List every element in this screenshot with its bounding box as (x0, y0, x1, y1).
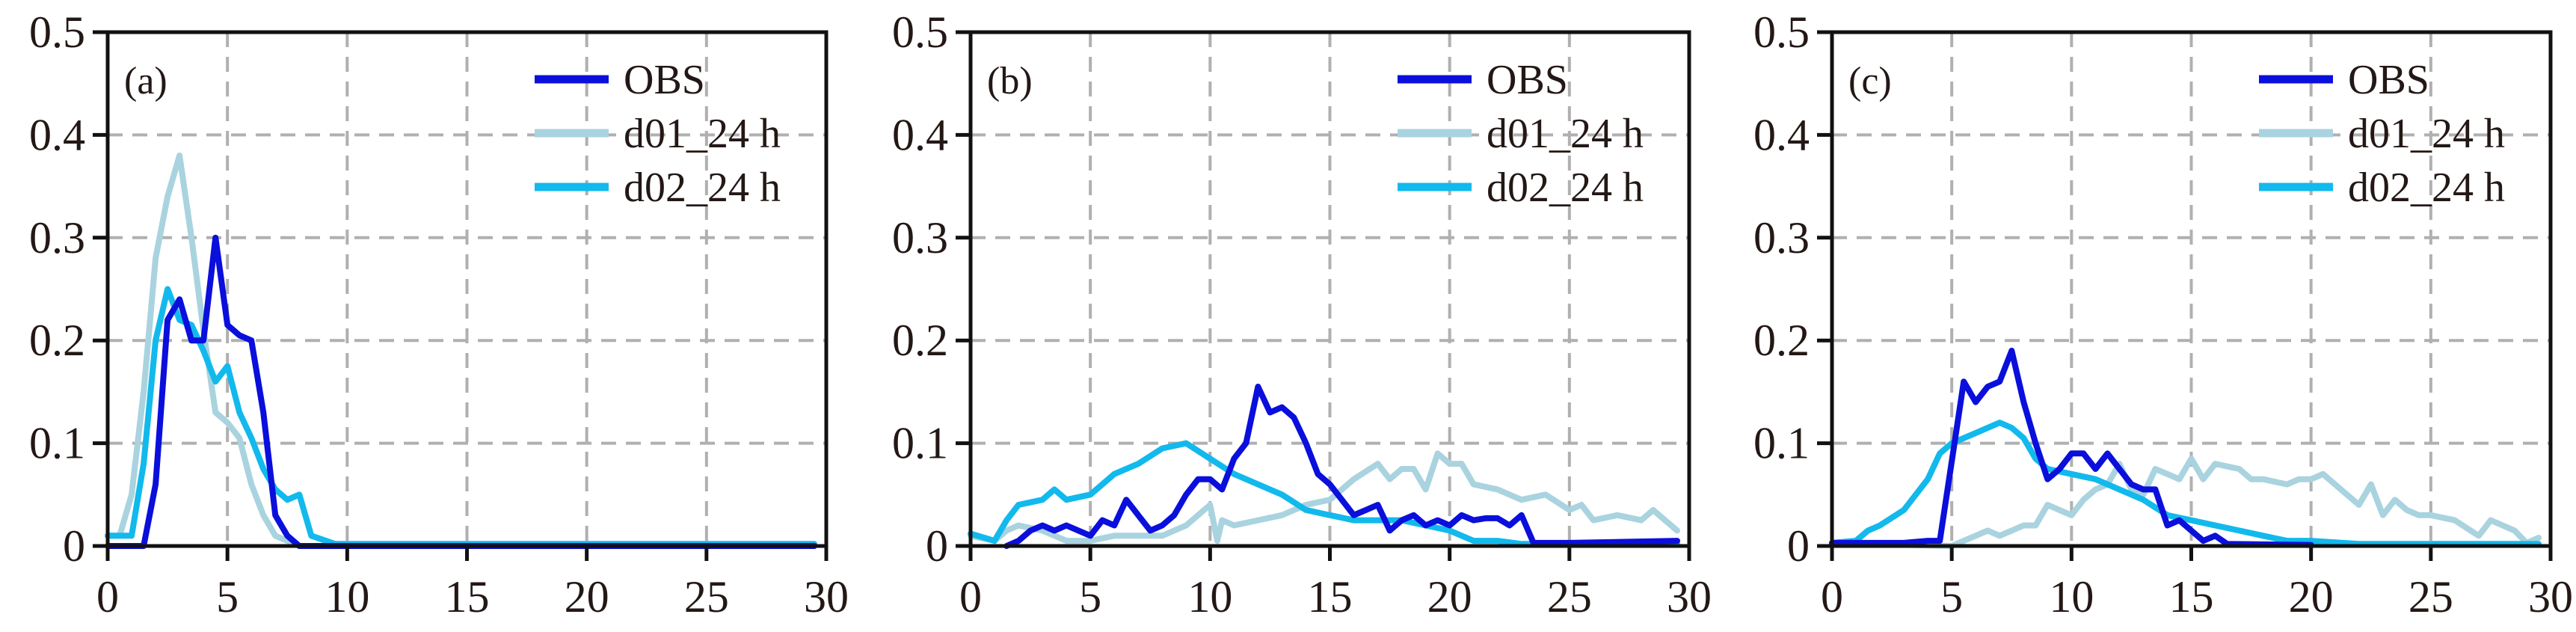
y-tick-label: 0.3 (29, 213, 85, 263)
y-tick-label: 0.1 (892, 419, 948, 468)
series-line-d02-24-h (105, 286, 817, 547)
x-tick-label: 15 (445, 572, 490, 622)
legend: OBS d01_24 h d02_24 h (1398, 57, 1644, 211)
x-tick-label: 0 (959, 572, 982, 622)
legend-label: d01_24 h (624, 111, 781, 157)
legend-label: d02_24 h (1487, 165, 1644, 211)
series-line-d01-24-h (1829, 455, 2542, 549)
y-tick-label: 0.2 (1753, 316, 1810, 365)
series-line-d01-24-h (105, 152, 817, 549)
series-line-obs (1829, 347, 2314, 548)
panel-a: 0 5 10 15 20 25 30 0 0.1 0.2 0.3 0.4 0.5 (a) OBS d01_24… (29, 7, 849, 622)
panel-label: (c) (1848, 60, 1892, 102)
legend-label: OBS (624, 57, 705, 103)
y-tick-label: 0.2 (892, 316, 948, 365)
x-tick-label: 15 (1308, 572, 1353, 622)
y-tick-label: 0.3 (892, 213, 948, 263)
x-tick-label: 30 (1667, 572, 1712, 622)
legend: OBS d01_24 h d02_24 h (535, 57, 781, 211)
x-tick-label: 20 (565, 572, 609, 622)
y-tick-label: 0.5 (1753, 7, 1810, 57)
y-tick-label: 0.1 (1753, 419, 1810, 468)
legend-label: d02_24 h (624, 165, 781, 211)
x-tick-label: 10 (325, 572, 369, 622)
y-tick-label: 0 (63, 521, 85, 571)
y-tick-label: 0.4 (29, 110, 85, 159)
x-tick-label: 25 (2409, 572, 2453, 622)
y-tick-label: 0.3 (1753, 213, 1810, 263)
legend-label: OBS (2348, 57, 2429, 103)
x-tick-label: 0 (96, 572, 119, 622)
panel-label: (b) (987, 60, 1033, 102)
y-tick-label: 0.4 (892, 110, 948, 159)
x-tick-label: 30 (2528, 572, 2573, 622)
y-tick-label: 0.5 (29, 7, 85, 57)
x-tick-label: 30 (804, 572, 849, 622)
y-tick-label: 0.1 (29, 419, 85, 468)
x-tick-label: 20 (2289, 572, 2334, 622)
panel-b: 0 5 10 15 20 25 30 0 0.1 0.2 0.3 0.4 0.5 (b) OBS d01_24… (892, 7, 1712, 622)
x-tick-label: 25 (684, 572, 729, 622)
series-line-d01-24-h (968, 450, 1680, 544)
x-tick-label: 20 (1427, 572, 1472, 622)
y-tick-label: 0.4 (1753, 110, 1810, 159)
legend-label: d02_24 h (2348, 165, 2505, 211)
y-tick-label: 0 (1787, 521, 1810, 571)
panel-c: 0 5 10 15 20 25 30 0 0.1 0.2 0.3 0.4 0.5 (c) OBS d01_24… (1753, 7, 2573, 622)
y-tick-label: 0.5 (892, 7, 948, 57)
legend-label: d01_24 h (1487, 111, 1644, 157)
y-tick-label: 0.2 (29, 316, 85, 365)
series-line-obs (1003, 384, 1680, 549)
x-tick-label: 15 (2169, 572, 2214, 622)
x-tick-label: 5 (216, 572, 239, 622)
x-tick-label: 10 (1187, 572, 1232, 622)
x-tick-label: 0 (1821, 572, 1843, 622)
legend-label: d01_24 h (2348, 111, 2505, 157)
x-tick-label: 10 (2049, 572, 2094, 622)
series-line-d02-24-h (968, 440, 1680, 547)
series-line-obs (105, 234, 817, 549)
y-tick-label: 0 (926, 521, 948, 571)
x-tick-label: 25 (1547, 572, 1592, 622)
legend-label: OBS (1487, 57, 1568, 103)
legend: OBS d01_24 h d02_24 h (2259, 57, 2505, 211)
x-tick-label: 5 (1940, 572, 1963, 622)
panel-label: (a) (124, 60, 167, 102)
x-tick-label: 5 (1079, 572, 1101, 622)
